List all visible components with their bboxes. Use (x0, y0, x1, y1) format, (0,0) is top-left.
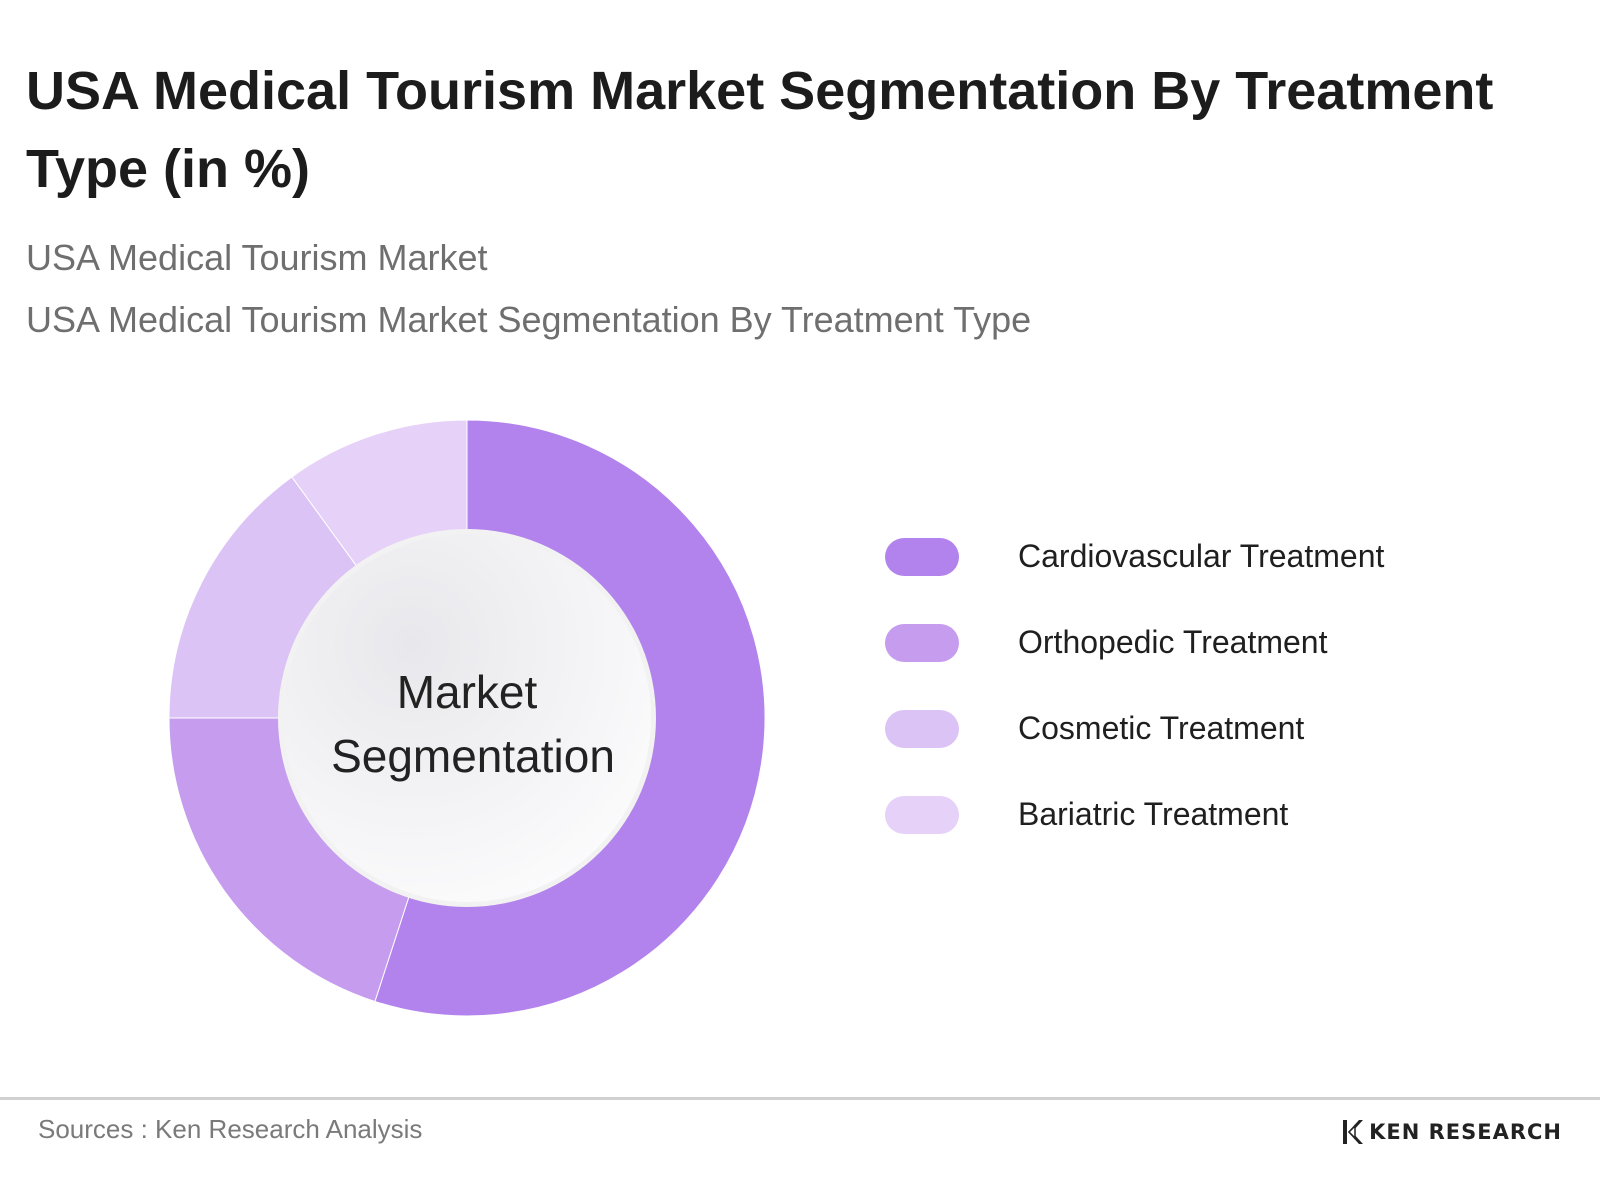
legend-label: Orthopedic Treatment (1018, 624, 1328, 660)
center-label-line-2: Segmentation (331, 730, 615, 782)
footer-divider (0, 1097, 1600, 1100)
brand-logo: KEN RESEARCH (1341, 1118, 1562, 1146)
legend-swatch (885, 624, 959, 662)
legend-swatch (885, 796, 959, 834)
legend-item-cosmetic[interactable]: Cosmetic Treatment (885, 692, 1485, 748)
ken-research-logo-icon (1343, 1120, 1364, 1144)
chart-subtitle-1: USA Medical Tourism Market (26, 237, 488, 278)
center-label-line-1: Market (397, 666, 538, 718)
chart-subtitle-2: USA Medical Tourism Market Segmentation … (26, 299, 1032, 340)
legend-label: Bariatric Treatment (1018, 796, 1289, 832)
donut-hole (283, 534, 651, 902)
legend-label: Cardiovascular Treatment (1018, 538, 1385, 574)
legend-item-orthopedic[interactable]: Orthopedic Treatment (885, 606, 1485, 662)
legend-item-bariatric[interactable]: Bariatric Treatment (885, 778, 1485, 834)
brand-name: KEN RESEARCH (1369, 1120, 1562, 1144)
legend-swatch (885, 710, 959, 748)
legend-swatch (885, 538, 959, 576)
source-note: Sources : Ken Research Analysis (38, 1114, 423, 1144)
legend-item-cardiovascular[interactable]: Cardiovascular Treatment (885, 520, 1485, 576)
chart-title: USA Medical Tourism Market Segmentation … (26, 61, 1494, 199)
legend-label: Cosmetic Treatment (1018, 710, 1305, 746)
